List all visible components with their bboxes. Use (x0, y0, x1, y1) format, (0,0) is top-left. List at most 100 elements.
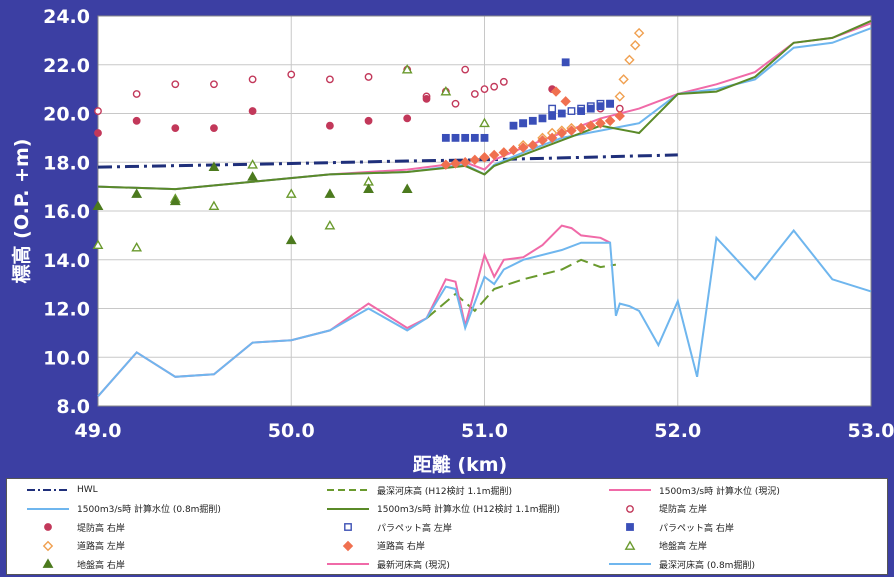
legend-label: HWL (77, 485, 98, 495)
marker-0-point (461, 65, 470, 74)
legend-swatch (342, 540, 354, 551)
y-tick-label: 20.0 (43, 104, 90, 126)
marker-1-point (422, 94, 431, 103)
marker-7-point (577, 107, 586, 115)
marker-7-point (586, 104, 595, 113)
marker-7-point (509, 121, 518, 130)
legend-swatch (27, 489, 69, 491)
legend-marker-swatch (342, 540, 354, 551)
marker-6-point (567, 107, 576, 115)
legend-swatch (327, 507, 369, 510)
marker-3-point (614, 110, 625, 122)
marker-5-point (208, 161, 220, 172)
legend-swatch (626, 523, 634, 531)
legend-marker-swatch (44, 523, 52, 531)
legend-label: 堤防高 右岸 (77, 523, 125, 534)
marker-3-point (604, 115, 616, 127)
marker-0-point (451, 99, 460, 108)
marker-1-point (132, 116, 141, 125)
y-tick-label: 24.0 (43, 6, 90, 28)
marker-layer (92, 27, 645, 252)
marker-3-point (527, 139, 539, 151)
marker-1-point (210, 124, 218, 133)
marker-3-point (508, 144, 519, 156)
legend-swatch (327, 489, 369, 491)
marker-5-point (285, 234, 297, 245)
marker-4-point (479, 117, 490, 128)
legend-item-13: 最新河床高 (現況) (325, 557, 450, 571)
marker-0-point (287, 70, 296, 79)
legend-label: 最新河床高 (現況) (377, 560, 450, 571)
marker-4-point (247, 159, 259, 169)
marker-5-point (247, 171, 259, 181)
legend-swatch (42, 558, 54, 568)
marker-7-point (441, 133, 450, 142)
marker-3-point (556, 127, 567, 139)
y-ticks: 8.0 10.0 12.0 14.0 16.0 18.0 20.0 22.0 24.0 (43, 6, 90, 418)
marker-0-point (364, 73, 373, 81)
legend-swatch (44, 523, 52, 531)
marker-0-point (470, 90, 479, 98)
marker-0-point (94, 107, 102, 115)
legend-item-11: 地盤高 左岸 (607, 539, 707, 553)
x-tick-label: 52.0 (654, 420, 701, 442)
x-axis-label: 距離 (km) (413, 453, 507, 476)
x-tick-label: 53.0 (848, 420, 894, 442)
marker-3-point (440, 159, 452, 170)
legend: HWL 最深河床高 (H12検討 1.1m掘削) 1500m3/s時 計算水位 (現… (6, 478, 888, 575)
marker-5-point (92, 200, 104, 211)
series-layer (97, 19, 872, 397)
legend-label: 最深河床高 (H12検討 1.1m掘削) (377, 486, 513, 497)
marker-7-point (480, 133, 489, 142)
legend-item-5: 堤防高 左岸 (607, 502, 707, 516)
marker-3-point (450, 158, 461, 169)
legend-label: 最深河床高 (0.8m掘削) (659, 560, 755, 571)
legend-label: 1500m3/s時 計算水位 (現況) (659, 486, 780, 497)
marker-3-point (517, 142, 529, 153)
marker-0-point (480, 85, 489, 94)
legend-marker-swatch (42, 558, 54, 568)
marker-4-point (324, 220, 336, 230)
marker-7-point (538, 114, 547, 123)
marker-0-point (171, 80, 180, 89)
y-tick-label: 12.0 (43, 299, 90, 321)
marker-0-point (248, 75, 257, 84)
y-tick-label: 22.0 (43, 55, 90, 77)
marker-3-point (546, 132, 558, 144)
legend-item-1: 最深河床高 (H12検討 1.1m掘削) (325, 483, 512, 497)
marker-3-point (498, 147, 510, 158)
marker-5-point (401, 183, 413, 193)
marker-3-point (560, 96, 571, 107)
marker-7-point (451, 133, 460, 142)
marker-3-point (595, 118, 606, 129)
legend-item-2: 1500m3/s時 計算水位 (現況) (607, 483, 780, 497)
marker-5-point (131, 188, 143, 198)
legend-item-3: 1500m3/s時 計算水位 (0.8m掘削) (25, 502, 221, 516)
y-tick-label: 10.0 (43, 347, 90, 369)
legend-marker-swatch (344, 523, 352, 531)
legend-marker-swatch (626, 504, 634, 513)
marker-3-point (537, 135, 548, 146)
marker-2-point (618, 74, 629, 85)
marker-7-point (596, 102, 605, 111)
marker-4-point (440, 85, 452, 96)
marker-5-point (324, 188, 336, 198)
chart: 8.0 10.0 12.0 14.0 16.0 18.0 20.0 22.0 24.0 49.0… (10, 6, 894, 476)
marker-3-point (459, 157, 471, 168)
legend-item-0: HWL (25, 483, 98, 497)
legend-label: 地盤高 右岸 (77, 560, 125, 571)
x-tick-label: 49.0 (75, 420, 122, 442)
marker-1-point (364, 116, 373, 125)
marker-1-point (403, 114, 412, 123)
marker-3-point (479, 152, 490, 163)
marker-5-point (363, 183, 374, 193)
legend-marker-swatch (624, 539, 636, 550)
marker-7-point (557, 109, 566, 118)
legend-item-8: パラペット高 右岸 (607, 520, 734, 534)
legend-marker-swatch (42, 540, 54, 551)
y-tick-label: 16.0 (43, 201, 90, 223)
legend-swatch (626, 504, 634, 513)
marker-3-point (469, 154, 481, 166)
marker-2-point (630, 40, 641, 51)
marker-7-point (528, 116, 537, 125)
